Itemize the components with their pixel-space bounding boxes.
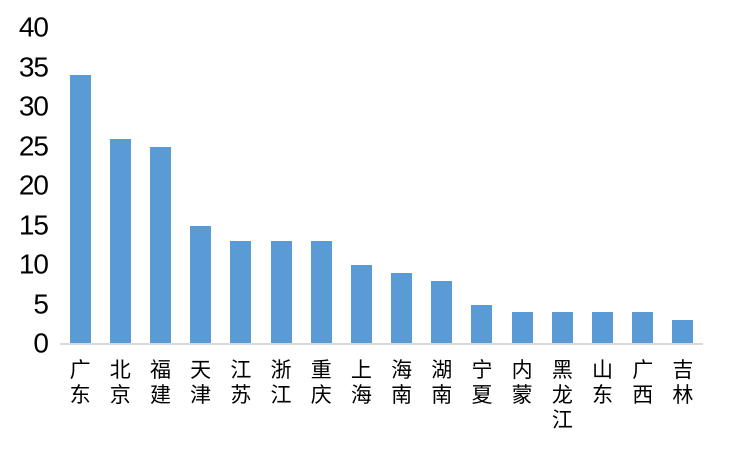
x-label-slot: 上海 (341, 358, 381, 433)
plot-area (60, 28, 703, 344)
y-tick-label: 40 (18, 11, 49, 43)
x-tick-label: 天津 (190, 358, 212, 407)
y-tick-label: 5 (33, 287, 49, 319)
bar-黑龙江 (551, 312, 573, 344)
y-tick-label: 30 (18, 90, 49, 122)
bar-slot (542, 28, 582, 344)
bar-江苏 (230, 241, 252, 344)
y-tick-label: 10 (18, 248, 49, 280)
bar-上海 (350, 265, 372, 344)
x-label-slot: 重庆 (301, 358, 341, 433)
x-tick-label: 重庆 (310, 358, 332, 407)
x-tick-label: 浙江 (270, 358, 292, 407)
x-label-slot: 宁夏 (462, 358, 502, 433)
bar-湖南 (431, 280, 453, 344)
x-label-slot: 山东 (582, 358, 622, 433)
bar-福建 (149, 146, 171, 344)
x-tick-label: 广东 (69, 358, 91, 407)
x-tick-label: 吉林 (672, 358, 694, 407)
bar-天津 (190, 225, 212, 344)
x-label-slot: 内蒙 (502, 358, 542, 433)
bar-slot (582, 28, 622, 344)
bar-slot (181, 28, 221, 344)
x-label-slot: 吉林 (663, 358, 703, 433)
x-label-slot: 黑龙江 (542, 358, 582, 433)
bar-slot (663, 28, 703, 344)
x-tick-label: 湖南 (431, 358, 453, 407)
bar-吉林 (672, 320, 694, 344)
x-label-slot: 福建 (140, 358, 180, 433)
bar-slot (100, 28, 140, 344)
bar-slot (462, 28, 502, 344)
bar-slot (623, 28, 663, 344)
bar-宁夏 (471, 304, 493, 344)
bar-北京 (109, 138, 131, 344)
bar-内蒙 (511, 312, 533, 344)
x-tick-label: 广西 (632, 358, 654, 407)
y-tick-label: 25 (18, 129, 49, 161)
bar-山东 (592, 312, 614, 344)
x-tick-label: 海南 (391, 358, 413, 407)
bar-广东 (69, 75, 91, 344)
x-tick-label: 内蒙 (511, 358, 533, 407)
x-tick-label: 江苏 (230, 358, 252, 407)
x-tick-label: 山东 (592, 358, 614, 407)
bar-广西 (632, 312, 654, 344)
x-label-slot: 湖南 (422, 358, 462, 433)
bar-slot (301, 28, 341, 344)
x-label-slot: 广西 (623, 358, 663, 433)
y-tick-label: 35 (18, 50, 49, 82)
bar-slot (221, 28, 261, 344)
bar-slot (422, 28, 462, 344)
x-tick-label: 福建 (149, 358, 171, 407)
x-tick-label: 宁夏 (471, 358, 493, 407)
bar-重庆 (310, 241, 332, 344)
x-axis-line (60, 343, 703, 345)
x-label-slot: 广东 (60, 358, 100, 433)
y-tick-label: 15 (18, 208, 49, 240)
y-axis: 0 5 10 15 20 25 30 35 40 (0, 0, 49, 450)
bar-slot (140, 28, 180, 344)
x-tick-label: 北京 (109, 358, 131, 407)
bar-slot (382, 28, 422, 344)
x-label-slot: 浙江 (261, 358, 301, 433)
x-label-slot: 江苏 (221, 358, 261, 433)
x-tick-label: 黑龙江 (551, 358, 573, 432)
x-label-slot: 海南 (382, 358, 422, 433)
bar-slot (60, 28, 100, 344)
bar-浙江 (270, 241, 292, 344)
x-axis: 广东 北京 福建 天津 江苏 浙江 重庆 上海 海南 湖南 宁夏 内蒙 黑龙江 山东 广西 吉林 (60, 358, 703, 433)
x-label-slot: 北京 (100, 358, 140, 433)
bar-slot (341, 28, 381, 344)
y-tick-label: 0 (33, 327, 49, 359)
y-tick-label: 20 (18, 169, 49, 201)
bar-slot (502, 28, 542, 344)
bar-海南 (391, 272, 413, 344)
bar-slot (261, 28, 301, 344)
x-tick-label: 上海 (350, 358, 372, 407)
x-label-slot: 天津 (181, 358, 221, 433)
